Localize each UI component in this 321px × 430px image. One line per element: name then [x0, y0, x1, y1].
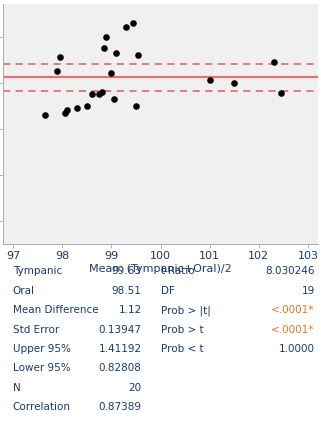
Point — [99, 89, 104, 95]
Text: Tympanic: Tympanic — [13, 266, 62, 276]
Point — [207, 77, 212, 84]
Point — [131, 19, 136, 26]
Point — [124, 24, 129, 31]
Text: 0.82808: 0.82808 — [99, 363, 142, 373]
Point — [278, 89, 283, 96]
Point — [65, 107, 70, 114]
Text: 8.030246: 8.030246 — [265, 266, 315, 276]
Text: <.0001*: <.0001* — [271, 325, 315, 335]
Point — [133, 102, 138, 109]
Point — [232, 79, 237, 86]
Point — [271, 58, 276, 65]
Text: Prob > t: Prob > t — [160, 325, 203, 335]
Point — [97, 91, 102, 98]
Text: 20: 20 — [128, 383, 142, 393]
Text: Correlation: Correlation — [13, 402, 71, 412]
X-axis label: Mean: (Tympanic+Oral)/2: Mean: (Tympanic+Oral)/2 — [89, 264, 232, 274]
Text: Upper 95%: Upper 95% — [13, 344, 71, 354]
Point — [74, 104, 80, 111]
Text: N: N — [13, 383, 21, 393]
Point — [57, 54, 62, 61]
Text: Oral: Oral — [13, 286, 35, 295]
Point — [136, 52, 141, 58]
Text: 0.87389: 0.87389 — [99, 402, 142, 412]
Point — [62, 109, 67, 116]
Text: DF: DF — [160, 286, 174, 295]
Point — [109, 70, 114, 77]
Text: t-Ratio: t-Ratio — [160, 266, 195, 276]
Text: 1.0000: 1.0000 — [279, 344, 315, 354]
Text: Mean Difference: Mean Difference — [13, 305, 98, 315]
Text: 98.51: 98.51 — [112, 286, 142, 295]
Point — [89, 91, 94, 98]
Text: Lower 95%: Lower 95% — [13, 363, 70, 373]
Text: 1.12: 1.12 — [118, 305, 142, 315]
Point — [42, 111, 48, 118]
Text: 19: 19 — [301, 286, 315, 295]
Text: Std Error: Std Error — [13, 325, 59, 335]
Text: 0.13947: 0.13947 — [99, 325, 142, 335]
Text: Prob < t: Prob < t — [160, 344, 203, 354]
Point — [114, 49, 119, 56]
Text: 1.41192: 1.41192 — [99, 344, 142, 354]
Text: 99.63: 99.63 — [112, 266, 142, 276]
Text: Prob > |t|: Prob > |t| — [160, 305, 210, 316]
Text: <.0001*: <.0001* — [271, 305, 315, 315]
Point — [84, 102, 89, 109]
Point — [101, 45, 107, 52]
Point — [104, 33, 109, 40]
Point — [111, 95, 117, 102]
Point — [55, 68, 60, 75]
